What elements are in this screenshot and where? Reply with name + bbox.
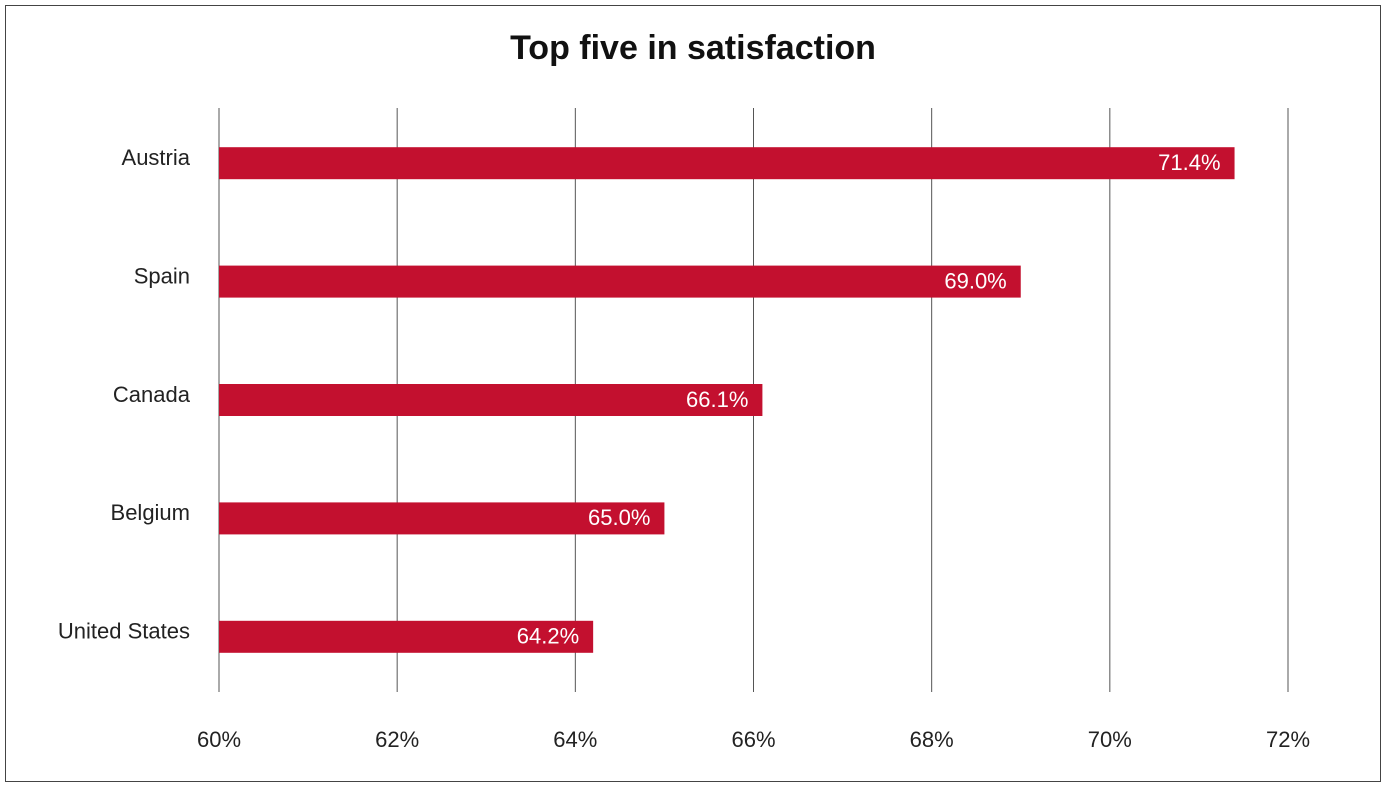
x-tick-label: 64% bbox=[553, 727, 597, 752]
x-tick-label: 70% bbox=[1088, 727, 1132, 752]
value-label: 71.4% bbox=[1158, 150, 1220, 175]
value-label: 64.2% bbox=[517, 624, 579, 649]
x-tick-label: 68% bbox=[910, 727, 954, 752]
y-tick-label: United States bbox=[58, 619, 190, 644]
x-tick-label: 72% bbox=[1266, 727, 1310, 752]
bar bbox=[219, 620, 594, 653]
y-tick-label: Spain bbox=[134, 263, 190, 288]
value-label: 66.1% bbox=[686, 387, 748, 412]
bar bbox=[219, 502, 665, 535]
bar bbox=[219, 265, 1021, 298]
y-tick-label: Canada bbox=[113, 382, 191, 407]
bar bbox=[219, 147, 1235, 180]
y-tick-label: Austria bbox=[122, 145, 191, 170]
chart-title: Top five in satisfaction bbox=[510, 29, 876, 67]
y-tick-label: Belgium bbox=[111, 500, 190, 525]
x-tick-label: 66% bbox=[731, 727, 775, 752]
x-tick-label: 62% bbox=[375, 727, 419, 752]
bar bbox=[219, 384, 763, 416]
value-label: 69.0% bbox=[944, 268, 1006, 293]
x-tick-label: 60% bbox=[197, 727, 241, 752]
value-label: 65.0% bbox=[588, 505, 650, 530]
